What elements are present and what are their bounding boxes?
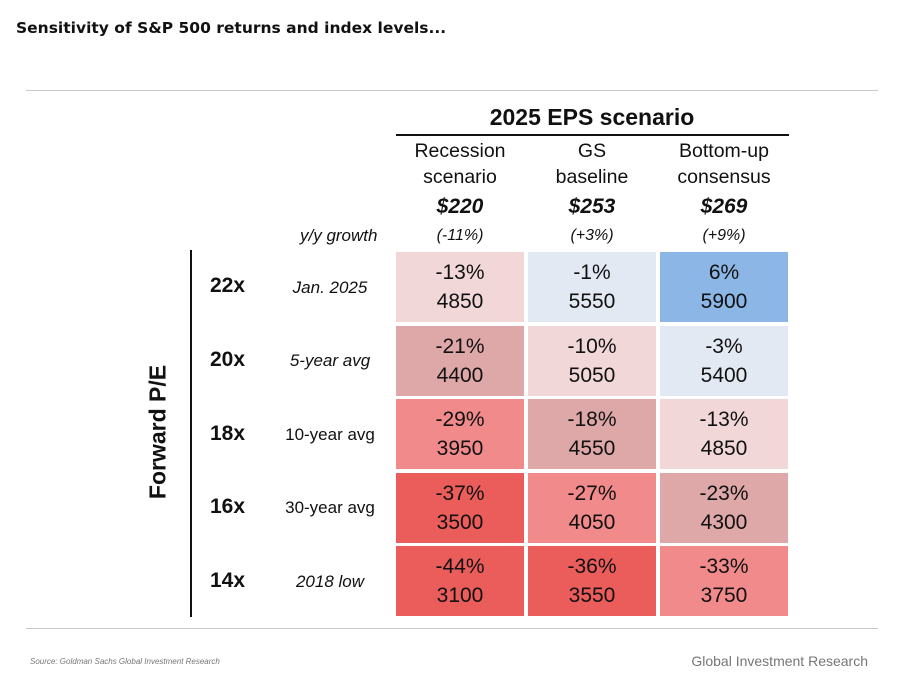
heatmap-cell: -10% 5050	[528, 326, 656, 396]
cell-return: -10%	[567, 335, 617, 358]
heatmap-cell: -29% 3950	[396, 399, 524, 469]
cell-return: -44%	[435, 555, 485, 578]
cell-index-level: 5900	[700, 290, 748, 313]
column-growth-consensus: (+9%)	[702, 227, 746, 244]
column-header-gs-baseline: GS baseline $253	[528, 138, 656, 220]
column-header-consensus: Bottom-up consensus $269	[660, 138, 788, 220]
cell-index-level: 4300	[700, 511, 748, 534]
heatmap-cell: -13% 4850	[660, 399, 788, 469]
cell-return: -18%	[567, 408, 617, 431]
pe-axis-line	[190, 250, 192, 617]
cell-return: -13%	[435, 261, 485, 284]
column-name-line2: scenario	[423, 166, 497, 188]
heatmap-cell: -37% 3500	[396, 473, 524, 543]
cell-index-level: 4050	[568, 511, 616, 534]
row-reference-jan-2025: Jan. 2025	[292, 278, 368, 297]
column-header-recession: Recession scenario $220	[396, 138, 524, 220]
cell-index-level: 3950	[436, 437, 484, 460]
column-eps-value: $253	[568, 195, 616, 218]
cell-return: -13%	[699, 408, 749, 431]
column-name-line1: GS	[577, 140, 607, 162]
heatmap-cell: -21% 4400	[396, 326, 524, 396]
heatmap-cell: -27% 4050	[528, 473, 656, 543]
column-eps-value: $269	[700, 195, 748, 218]
heatmap-cell: -1% 5550	[528, 252, 656, 322]
pe-axis-title-text: Forward P/E	[144, 364, 171, 500]
cell-return: -3%	[705, 335, 743, 358]
cell-index-level: 5400	[700, 364, 748, 387]
row-multiple-18x: 18x	[210, 422, 246, 445]
cell-index-level: 4400	[436, 364, 484, 387]
cell-index-level: 4850	[700, 437, 748, 460]
cell-index-level: 4850	[436, 290, 484, 313]
eps-scenario-title: 2025 EPS scenario	[489, 104, 695, 130]
heatmap-cell: -23% 4300	[660, 473, 788, 543]
cell-index-level: 3500	[436, 511, 484, 534]
column-growth-recession: (-11%)	[436, 227, 484, 244]
row-reference-2018-low: 2018 low	[295, 572, 365, 591]
cell-index-level: 5050	[568, 364, 616, 387]
column-name-line2: consensus	[677, 166, 771, 188]
yy-growth-label: y/y growth	[300, 226, 378, 245]
cell-index-level: 3100	[436, 584, 484, 607]
cell-return: -23%	[699, 482, 749, 505]
cell-return: -27%	[567, 482, 617, 505]
heatmap-cell: -36% 3550	[528, 546, 656, 616]
column-eps-value: $220	[436, 195, 484, 218]
bottom-divider	[26, 628, 878, 629]
cell-index-level: 4550	[568, 437, 616, 460]
eps-scenario-underline	[396, 134, 789, 136]
row-multiple-16x: 16x	[210, 495, 246, 518]
heatmap-cell: -33% 3750	[660, 546, 788, 616]
cell-return: -21%	[435, 335, 485, 358]
heatmap-cell: -3% 5400	[660, 326, 788, 396]
row-reference-30-year-avg: 30-year avg	[285, 498, 375, 517]
source-note: Source: Goldman Sachs Global Investment …	[30, 657, 220, 666]
column-growth-gs-baseline: (+3%)	[570, 227, 614, 244]
row-multiple-20x: 20x	[210, 348, 246, 371]
heatmap-cell: -18% 4550	[528, 399, 656, 469]
row-multiple-14x: 14x	[210, 569, 246, 592]
top-divider	[26, 90, 878, 91]
cell-return: -37%	[435, 482, 485, 505]
column-name-line2: baseline	[555, 166, 629, 188]
cell-index-level: 5550	[568, 290, 616, 313]
cell-index-level: 3550	[568, 584, 616, 607]
heatmap-cell: -13% 4850	[396, 252, 524, 322]
brand-footer: Global Investment Research	[691, 653, 868, 669]
column-name-line1: Recession	[414, 140, 506, 162]
row-reference-5-year-avg: 5-year avg	[289, 351, 371, 370]
page-title: Sensitivity of S&P 500 returns and index…	[16, 19, 447, 37]
cell-return: 6%	[708, 261, 740, 284]
cell-return: -33%	[699, 555, 749, 578]
heatmap-cell: 6% 5900	[660, 252, 788, 322]
row-reference-10-year-avg: 10-year avg	[285, 425, 375, 444]
row-multiple-22x: 22x	[210, 274, 246, 297]
cell-return: -1%	[573, 261, 611, 284]
column-name-line1: Bottom-up	[679, 140, 769, 162]
cell-return: -29%	[435, 408, 485, 431]
cell-return: -36%	[567, 555, 617, 578]
heatmap-cell: -44% 3100	[396, 546, 524, 616]
cell-index-level: 3750	[700, 584, 748, 607]
